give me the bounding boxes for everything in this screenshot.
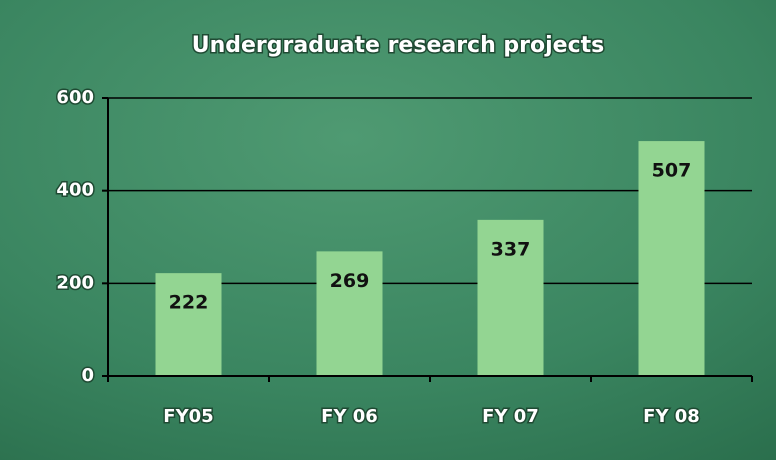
value-label: 337	[491, 238, 531, 260]
x-tick-label: FY05	[163, 406, 213, 427]
y-tick-label: 600	[56, 87, 94, 108]
value-label: 269	[330, 270, 370, 292]
y-tick-label: 400	[56, 180, 94, 201]
x-tick-label: FY 06	[321, 406, 378, 427]
x-tick-label: FY 07	[482, 406, 539, 427]
bar	[155, 273, 222, 376]
y-tick-label: 0	[81, 365, 94, 386]
bar	[638, 141, 705, 376]
chart-title: Undergraduate research projects	[192, 33, 605, 58]
bar	[477, 219, 544, 376]
bar	[316, 251, 383, 376]
value-label: 507	[652, 160, 692, 182]
value-label: 222	[169, 292, 209, 314]
y-tick-label: 200	[56, 272, 94, 293]
x-tick-label: FY 08	[643, 406, 700, 427]
